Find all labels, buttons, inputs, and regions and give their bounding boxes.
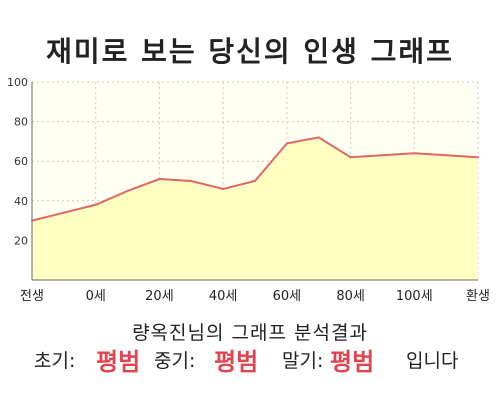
late-value: 평범 [330, 348, 375, 376]
x-tick-label: 전생 [20, 289, 44, 304]
data-point [317, 136, 320, 139]
mid-value: 평범 [214, 348, 259, 376]
data-point [254, 180, 256, 182]
data-point [413, 152, 416, 155]
axes [31, 82, 478, 281]
y-tick-label: 40 [14, 195, 28, 208]
y-tick-label: 60 [14, 155, 28, 168]
data-point [381, 154, 384, 157]
data-point [158, 178, 161, 181]
x-tick-labels: 전생 0세 20세 40세 60세 80세 100세 환생 [20, 289, 490, 304]
area-fill [32, 137, 478, 280]
result-heading: 량옥진님의 그래프 분석결과 [132, 322, 368, 344]
data-point [285, 142, 288, 145]
data-point [445, 154, 448, 157]
mid-label: 중기: [154, 350, 196, 372]
x-tick-label: 20세 [145, 289, 174, 304]
data-point [349, 156, 352, 159]
page-title: 재미로 보는 당신의 인생 그래프 [46, 35, 454, 68]
data-point [190, 180, 193, 182]
late-label: 말기: [282, 350, 324, 372]
x-tick-label: 환생 [466, 289, 490, 304]
y-tick-label: 20 [14, 234, 28, 247]
data-point [94, 203, 97, 206]
x-tick-label: 40세 [209, 289, 238, 304]
life-graph-chart: 20 40 60 80 100 전생 0세 20세 40세 60세 80세 100세 환생 [7, 76, 490, 304]
result-suffix: 입니다 [406, 350, 459, 372]
y-tick-labels: 20 40 60 80 100 [7, 76, 28, 247]
data-point [62, 211, 65, 214]
x-tick-label: 0세 [86, 289, 106, 304]
x-tick-label: 60세 [273, 289, 302, 304]
early-value: 평범 [96, 348, 141, 376]
data-point [126, 189, 129, 192]
y-tick-label: 80 [14, 116, 28, 129]
x-tick-label: 100세 [396, 289, 433, 304]
data-point [477, 156, 479, 159]
x-tick-label: 80세 [336, 289, 365, 304]
early-label: 초기: [34, 350, 76, 372]
data-point [222, 187, 225, 190]
y-tick-label: 100 [7, 76, 28, 89]
